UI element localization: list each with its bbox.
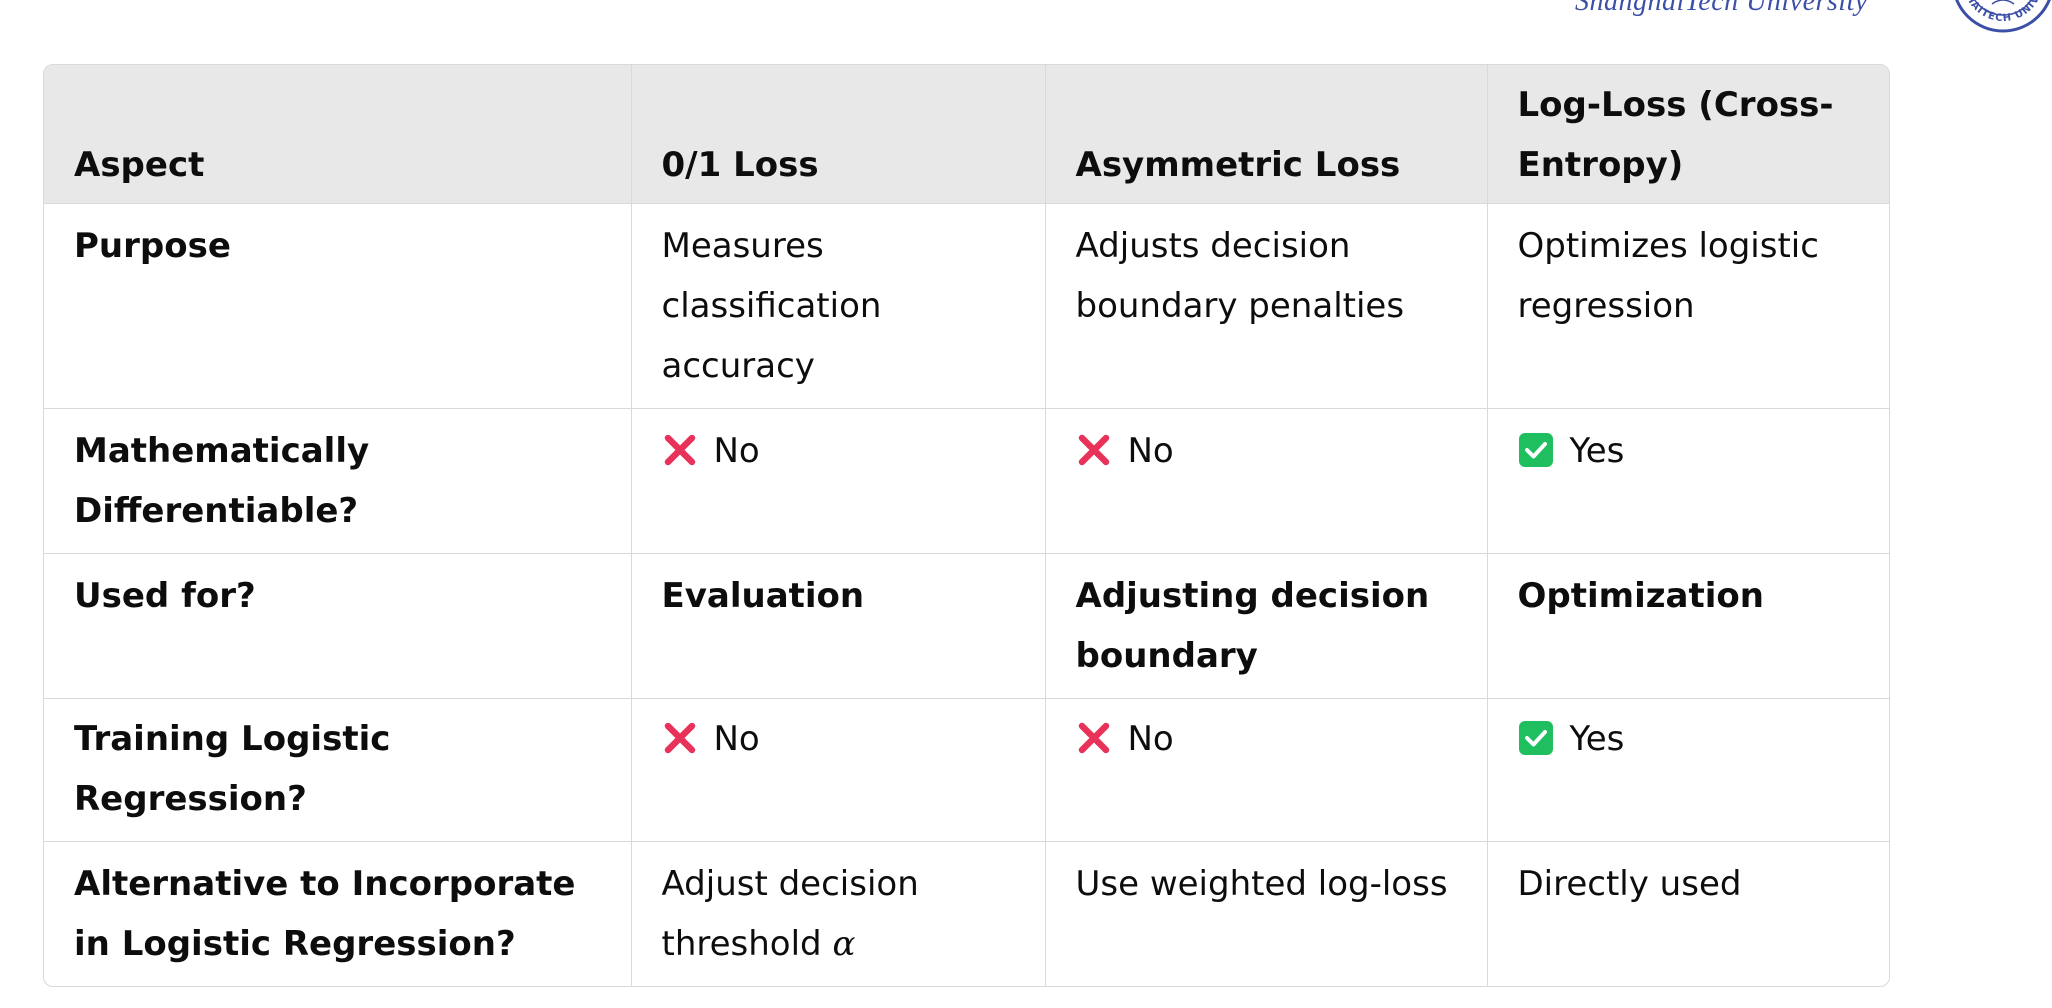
cell-zero-one-used-for: Evaluation (631, 553, 1046, 699)
row-label-differentiable: Mathematically Differentiable? (44, 408, 632, 554)
answer-no: No (713, 431, 760, 471)
cell-asymmetric-differentiable: No (1045, 408, 1488, 554)
university-name: ShanghaiTech University (1575, 0, 1868, 17)
cell-zero-one-purpose: Measures classification accuracy (631, 203, 1046, 409)
check-box-icon (1518, 432, 1553, 467)
check-box-icon (1518, 720, 1553, 755)
cross-mark-icon (664, 434, 695, 465)
table-row: Used for? Evaluation Adjusting decision … (44, 553, 1889, 699)
answer-no: No (713, 719, 760, 759)
cell-asymmetric-used-for: Adjusting decision boundary (1045, 553, 1488, 699)
row-label-used-for: Used for? (44, 553, 632, 699)
cell-log-loss-used-for: Optimization (1487, 553, 1889, 699)
cell-zero-one-training: No (631, 698, 1046, 842)
cell-log-loss-differentiable: Yes (1487, 408, 1889, 554)
answer-no: No (1127, 431, 1174, 471)
cell-zero-one-alternative: Adjust decision threshold α (631, 841, 1046, 986)
row-label-alternative: Alternative to Incorporate in Logistic R… (44, 841, 632, 986)
alpha-symbol: α (832, 924, 856, 964)
column-header-asymmetric-loss: Asymmetric Loss (1045, 65, 1488, 204)
cross-mark-icon (1078, 434, 1109, 465)
table-row: Purpose Measures classification accuracy… (44, 203, 1889, 409)
table-row: Training Logistic Regression? No No Yes (44, 698, 1889, 842)
cell-log-loss-purpose: Optimizes logistic regression (1487, 203, 1889, 409)
answer-no: No (1127, 719, 1174, 759)
cell-asymmetric-purpose: Adjusts decision boundary penalties (1045, 203, 1488, 409)
row-label-training: Training Logistic Regression? (44, 698, 632, 842)
answer-yes: Yes (1569, 431, 1625, 471)
table-header-row: Aspect 0/1 Loss Asymmetric Loss Log-Loss… (44, 65, 1889, 204)
cell-zero-one-differentiable: No (631, 408, 1046, 554)
column-header-zero-one-loss: 0/1 Loss (631, 65, 1046, 204)
cell-log-loss-training: Yes (1487, 698, 1889, 842)
table-row: Mathematically Differentiable? No No Yes (44, 408, 1889, 554)
column-header-aspect: Aspect (44, 65, 632, 204)
cross-mark-icon (664, 722, 695, 753)
row-label-purpose: Purpose (44, 203, 632, 409)
comparison-table-container: Aspect 0/1 Loss Asymmetric Loss Log-Loss… (43, 64, 1890, 987)
alternative-text: Adjust decision threshold (661, 864, 919, 964)
cross-mark-icon (1078, 722, 1109, 753)
loss-comparison-table: Aspect 0/1 Loss Asymmetric Loss Log-Loss… (44, 65, 1889, 986)
table-row: Alternative to Incorporate in Logistic R… (44, 841, 1889, 986)
cell-asymmetric-training: No (1045, 698, 1488, 842)
column-header-log-loss: Log-Loss (Cross-Entropy) (1487, 65, 1889, 204)
cell-asymmetric-alternative: Use weighted log-loss (1045, 841, 1488, 986)
university-seal-icon: SHANGHAITECH UNIVERSITY (1950, 0, 2051, 33)
cell-log-loss-alternative: Directly used (1517, 864, 1742, 904)
answer-yes: Yes (1569, 719, 1625, 759)
